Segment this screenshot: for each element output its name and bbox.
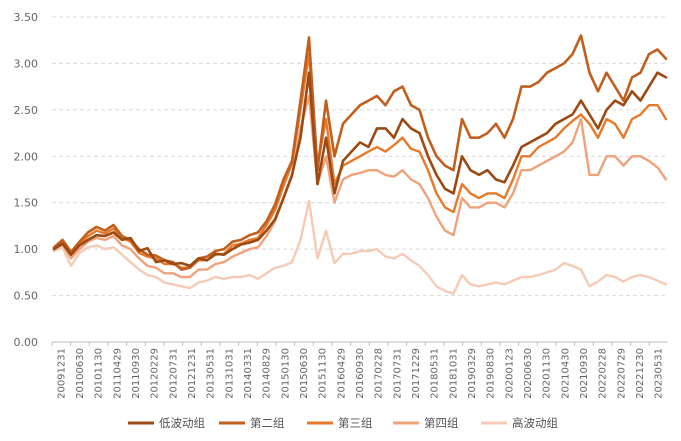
series-line-4	[52, 199, 668, 295]
y-axis-ticks: 0.00 0.50 1.00 1.50 2.00 2.50 3.00 3.50	[14, 11, 39, 349]
x-tick-label: 20170228	[374, 348, 385, 399]
legend-label: 低波动组	[159, 416, 205, 430]
x-axis-ticks: 20091231 20100630 20101130 20110429 20110930…	[51, 342, 665, 399]
x-tick-label: 20101130	[94, 348, 105, 399]
legend-label: 第三组	[338, 416, 373, 430]
y-tick-label: 2.50	[14, 104, 39, 117]
x-tick-label: 20150630	[299, 348, 310, 399]
x-tick-label: 20210430	[560, 348, 571, 399]
x-tick-label: 20130531	[206, 348, 217, 399]
x-tick-label: 20200630	[523, 348, 534, 399]
legend-label: 高波动组	[512, 416, 558, 430]
y-tick-label: 3.50	[14, 11, 39, 24]
x-tick-label: 20180531	[430, 348, 441, 399]
series-line-1	[52, 34, 668, 271]
series-line-0	[52, 71, 668, 268]
y-tick-label: 0.50	[14, 290, 39, 303]
x-tick-label: 20121231	[187, 348, 198, 399]
series-line-3	[52, 94, 668, 279]
x-tick-label: 20230531	[654, 348, 665, 399]
x-tick-label: 20190329	[467, 348, 478, 399]
x-tick-label: 20220729	[616, 348, 627, 399]
x-tick-label: 20200123	[504, 348, 515, 399]
x-tick-label: 20170731	[392, 348, 403, 399]
series-line-2	[52, 52, 668, 269]
x-tick-label: 20221230	[635, 348, 646, 399]
x-tick-label: 20171229	[411, 348, 422, 399]
x-tick-label: 20210930	[579, 348, 590, 399]
x-tick-label: 20201130	[542, 348, 553, 399]
legend-label: 第二组	[250, 416, 285, 430]
x-tick-label: 20151130	[318, 348, 329, 399]
legend-label: 第四组	[424, 416, 459, 430]
x-tick-label: 20140331	[243, 348, 254, 399]
x-tick-label: 20140829	[262, 348, 273, 399]
y-tick-label: 3.00	[14, 57, 39, 70]
x-tick-label: 20160429	[336, 348, 347, 399]
x-tick-label: 20181031	[448, 348, 459, 399]
x-tick-label: 20120731	[168, 348, 179, 399]
x-tick-label: 20100630	[75, 348, 86, 399]
x-tick-label: 20110930	[131, 348, 142, 399]
x-tick-label: 20160930	[355, 348, 366, 399]
x-tick-label: 20120229	[150, 348, 161, 399]
x-tick-label: 20110429	[112, 348, 123, 399]
y-tick-label: 2.00	[14, 150, 39, 163]
x-tick-label: 20091231	[56, 348, 67, 399]
series-lines	[52, 34, 668, 295]
x-tick-label: 20150130	[280, 348, 291, 399]
legend: 低波动组 第二组 第三组 第四组 高波动组	[128, 416, 558, 430]
y-tick-label: 1.00	[14, 243, 39, 256]
x-tick-label: 20220228	[598, 348, 609, 399]
y-tick-label: 1.50	[14, 197, 39, 210]
gridlines	[52, 16, 668, 343]
x-tick-label: 20131031	[224, 348, 235, 399]
y-tick-label: 0.00	[14, 336, 39, 349]
x-tick-label: 20190830	[486, 348, 497, 399]
